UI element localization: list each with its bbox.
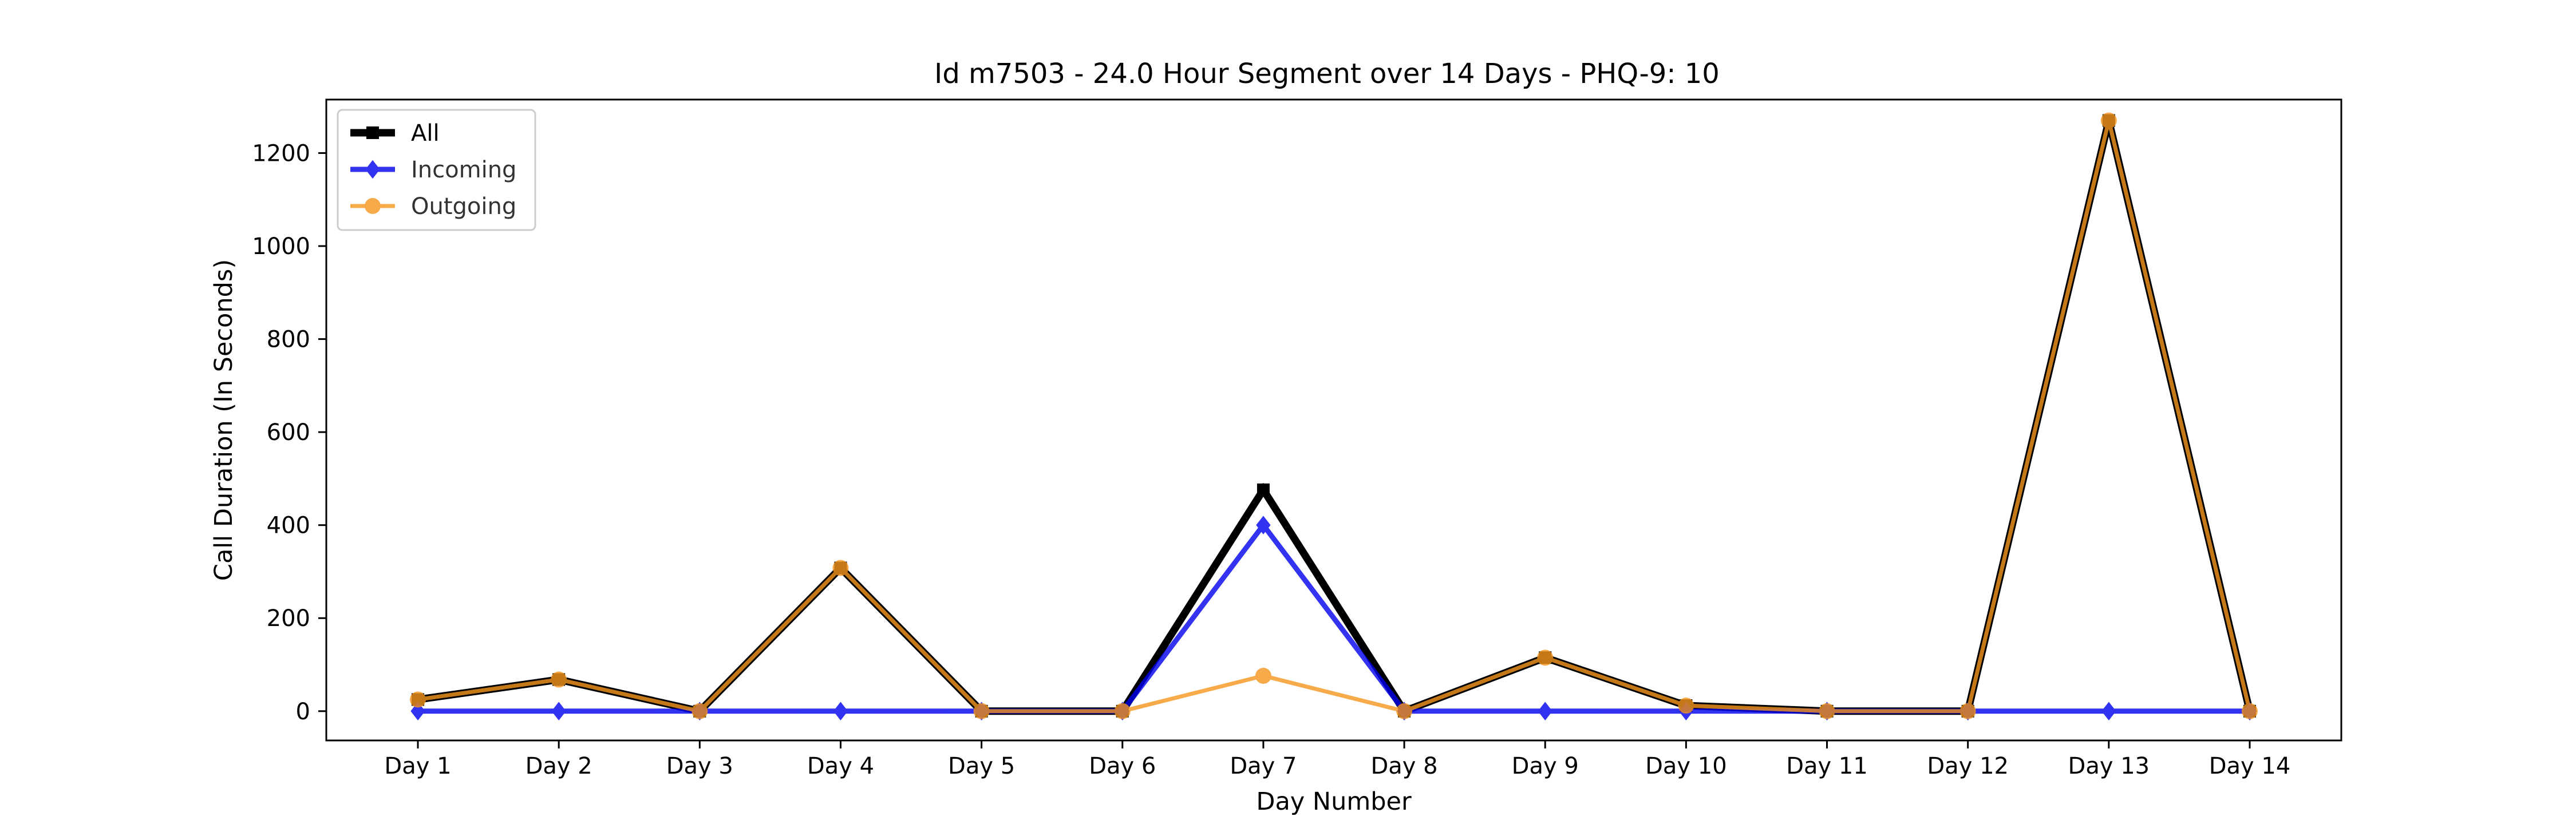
x-tick-label: Day 4 [807,753,874,779]
x-axis: Day 1 Day 2 Day 3 Day 4 Day 5 Day 6 Day 7 Day 8… [384,740,2290,779]
x-tick-label: Day 9 [1512,753,1579,779]
x-tick-label: Day 6 [1089,753,1156,779]
y-tick-label: 1200 [252,140,310,167]
data-point-all [1257,483,1270,496]
x-tick-label: Day 5 [948,753,1015,779]
series-line-outgoing [417,120,2252,714]
plot-frame [325,98,2342,742]
legend-swatch-marker [365,198,381,214]
data-point-outgoing [832,560,849,576]
x-tick-label: Day 11 [1786,753,1868,779]
data-point-incoming [833,702,848,721]
legend-item-outgoing: Outgoing [350,193,516,220]
data-point-incoming [1538,702,1552,721]
legend-label: Outgoing [411,193,516,220]
legend-box [337,109,536,231]
series-line-all [417,120,2254,716]
y-tick-label: 800 [267,327,310,353]
x-tick-label: Day 1 [384,753,451,779]
data-point-outgoing [1678,698,1694,714]
legend-label: Incoming [411,157,516,183]
x-tick-label: Day 2 [526,753,592,779]
x-tick-label: Day 14 [2209,753,2291,779]
data-point-outgoing [1537,649,1554,666]
data-point-outgoing [1959,703,1976,719]
data-point-outgoing [973,703,990,719]
y-axis-label: Call Duration (In Seconds) [210,259,238,581]
data-point-outgoing [410,691,426,708]
data-point-incoming [1256,516,1271,534]
data-point-outgoing [1396,703,1413,719]
data-point-incoming [551,702,566,721]
x-tick-label: Day 13 [2068,753,2150,779]
data-point-outgoing [2242,703,2258,719]
data-point-outgoing [2100,112,2117,129]
chart-title: Id m7503 - 24.0 Hour Segment over 14 Day… [934,58,1720,90]
legend-item-incoming: Incoming [350,157,516,183]
x-tick-label: Day 12 [1927,753,2009,779]
legend-item-all: All [350,120,440,146]
x-axis-label: Day Number [1256,787,1412,816]
legend-swatch-marker [366,126,379,139]
data-point-outgoing [1255,668,1271,684]
data-point-outgoing [1114,703,1131,719]
data-point-incoming [410,702,425,721]
x-tick-label: Day 7 [1230,753,1297,779]
y-tick-label: 0 [296,699,310,725]
series-outgoing [410,112,2258,719]
y-axis: 0 200 400 600 800 1000 1200 [252,140,326,725]
chart-legend: All Incoming Outgoing [337,109,536,231]
y-tick-label: 1000 [252,233,310,260]
x-tick-label: Day 10 [1645,753,1727,779]
legend-label: All [411,120,440,146]
data-point-outgoing [551,671,567,688]
series-incoming [410,516,2257,721]
x-tick-label: Day 3 [666,753,733,779]
series-all [412,114,2256,718]
legend-swatch-marker [365,160,380,179]
y-tick-label: 200 [267,605,310,632]
series-layer [410,112,2258,721]
data-point-incoming [2101,702,2116,721]
data-point-outgoing [1819,703,1835,719]
y-tick-label: 400 [267,513,310,539]
y-tick-label: 600 [267,419,310,446]
data-point-outgoing [692,703,708,719]
x-tick-label: Day 8 [1370,753,1437,779]
